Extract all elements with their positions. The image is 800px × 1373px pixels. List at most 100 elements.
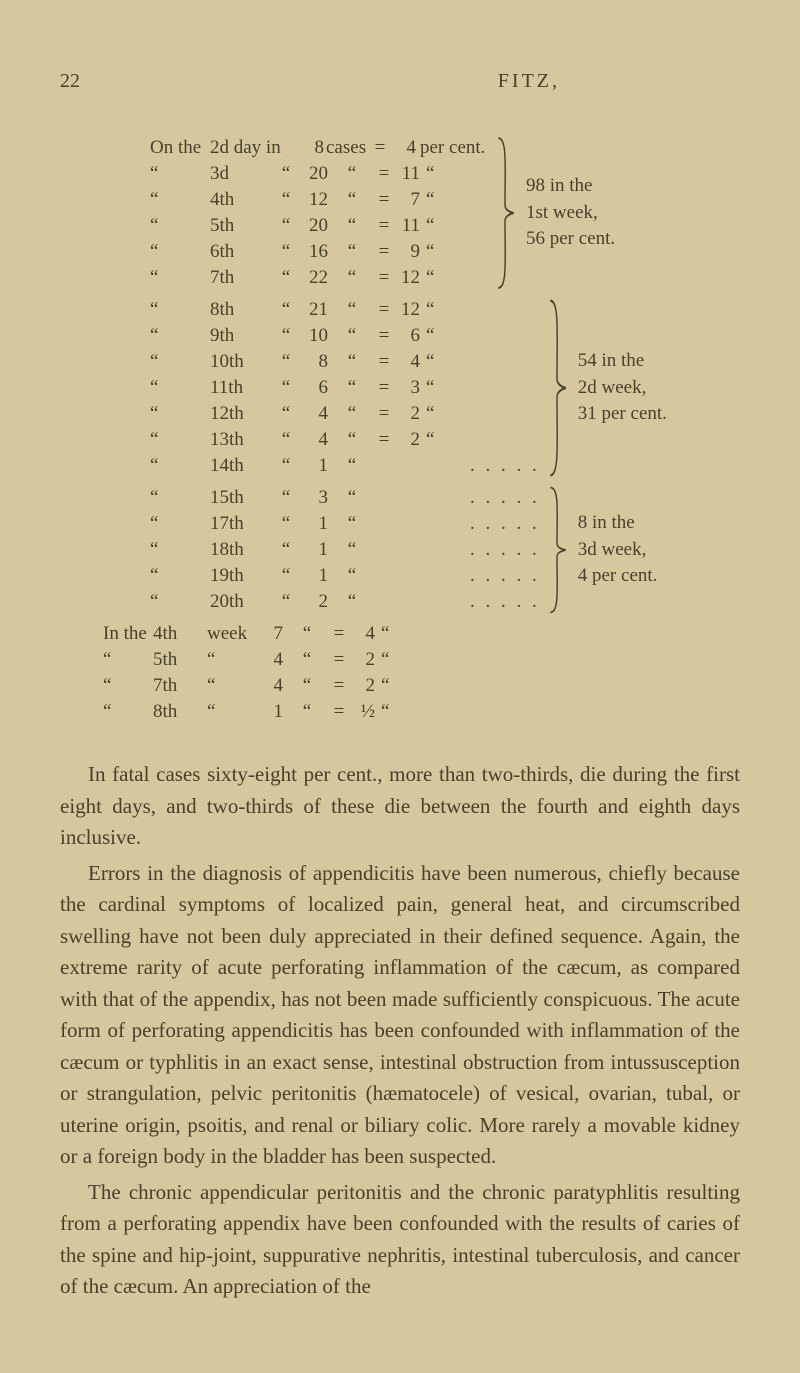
summary-line: 56 per cent.: [526, 226, 615, 253]
cell: “: [150, 427, 210, 453]
cell: 4: [308, 427, 330, 453]
table-row: “9th“10“=6“: [150, 323, 540, 349]
cell: “: [150, 265, 210, 291]
cell: 7th: [153, 673, 207, 699]
cell: “: [330, 265, 374, 291]
cell: 1: [308, 563, 330, 589]
cell: “: [150, 563, 210, 589]
cell: 4: [308, 401, 330, 427]
page-header: 22 FITZ,: [60, 70, 740, 93]
cell: “: [330, 161, 374, 187]
cell: 2: [394, 401, 424, 427]
cell: 2: [308, 589, 330, 615]
cell: =: [374, 349, 394, 375]
cell: =: [374, 297, 394, 323]
cell: 14th: [210, 453, 264, 479]
cell: 9: [394, 239, 424, 265]
table-row: “12th“4“=2“: [150, 401, 540, 427]
body-text: In fatal cases sixty-eight per cent., mo…: [60, 759, 740, 1303]
table-row: In the4thweek7“=4“: [103, 621, 740, 647]
cell: “: [264, 375, 308, 401]
cell: 1: [308, 511, 330, 537]
cell: “: [150, 239, 210, 265]
cell: 7th: [210, 265, 264, 291]
cell: “: [330, 427, 374, 453]
cell: 1: [308, 453, 330, 479]
group-summary: 98 in the1st week,56 per cent.: [516, 135, 615, 291]
cell: =: [374, 187, 394, 213]
cell: “: [379, 647, 409, 673]
cell: “: [264, 511, 308, 537]
cell: 4th: [210, 187, 264, 213]
table-group-rows: On the 2d day in 8 cases = 4 per cent. “…: [150, 135, 488, 291]
cell: “: [150, 401, 210, 427]
cell: 19th: [210, 563, 264, 589]
cell: “: [330, 297, 374, 323]
cell: 3: [308, 485, 330, 511]
cell: “: [330, 537, 374, 563]
cell: 11th: [210, 375, 264, 401]
table-row: “15th“3“: [150, 485, 540, 511]
paragraph: In fatal cases sixty-eight per cent., mo…: [60, 759, 740, 854]
cell: “: [103, 647, 153, 673]
table-row: “6th“16“=9“: [150, 239, 488, 265]
cell: =: [374, 213, 394, 239]
cell: “: [264, 323, 308, 349]
summary-line: 8 in the: [578, 510, 658, 537]
cell: =: [374, 239, 394, 265]
table-group: On the 2d day in 8 cases = 4 per cent. “…: [150, 135, 740, 291]
cell: 6: [308, 375, 330, 401]
cell: =: [329, 699, 349, 725]
cell: “: [330, 187, 374, 213]
summary-line: 31 per cent.: [578, 401, 667, 428]
cell: ½: [349, 699, 379, 725]
cell: “: [379, 699, 409, 725]
cell: =: [374, 427, 394, 453]
cell: “: [424, 427, 462, 453]
cell: 4: [349, 621, 379, 647]
cell: “: [330, 349, 374, 375]
cell: 10: [308, 323, 330, 349]
cell: “: [330, 563, 374, 589]
page: 22 FITZ, On the 2d day in 8 cases = 4 pe…: [0, 0, 800, 1373]
cell: “: [264, 265, 308, 291]
cell: “: [330, 239, 374, 265]
cell: “: [264, 239, 308, 265]
cell: “: [150, 537, 210, 563]
cell: “: [150, 161, 210, 187]
cell: “: [285, 673, 329, 699]
table-row: “13th“4“=2“: [150, 427, 540, 453]
cell: “: [264, 589, 308, 615]
cell: 20: [308, 213, 330, 239]
summary-line: 2d week,: [578, 375, 667, 402]
cell: 8th: [210, 297, 264, 323]
cell: 4: [390, 135, 420, 161]
table-group: “8th“21“=12““9th“10“=6““10th“8“=4““11th“…: [150, 297, 740, 479]
cell: 12: [394, 297, 424, 323]
cell: =: [374, 375, 394, 401]
cell: “: [330, 213, 374, 239]
cell: “: [264, 453, 308, 479]
cell: 9th: [210, 323, 264, 349]
cell: 13th: [210, 427, 264, 453]
summary-line: 54 in the: [578, 348, 667, 375]
cell: “: [330, 323, 374, 349]
group-summary: 54 in the2d week,31 per cent.: [568, 297, 667, 479]
table-row: “5th“4“=2“: [103, 647, 740, 673]
cell: “: [424, 213, 462, 239]
cell: “: [264, 161, 308, 187]
curly-brace: [546, 297, 568, 479]
cell: 16: [308, 239, 330, 265]
cell: “: [330, 589, 374, 615]
cell: 11: [394, 213, 424, 239]
cell: 8: [308, 349, 330, 375]
cell: “: [424, 375, 462, 401]
table-group-rows: “15th“3““17th“1““18th“1““19th“1““20th“2“: [150, 485, 540, 615]
cell: “: [424, 265, 462, 291]
cell: 6th: [210, 239, 264, 265]
cell: 5th: [153, 647, 207, 673]
cell: 21: [308, 297, 330, 323]
cell: “: [285, 699, 329, 725]
mortality-table: On the 2d day in 8 cases = 4 per cent. “…: [150, 135, 740, 725]
table-group: “15th“3““17th“1““18th“1““19th“1““20th“2“…: [150, 485, 740, 615]
